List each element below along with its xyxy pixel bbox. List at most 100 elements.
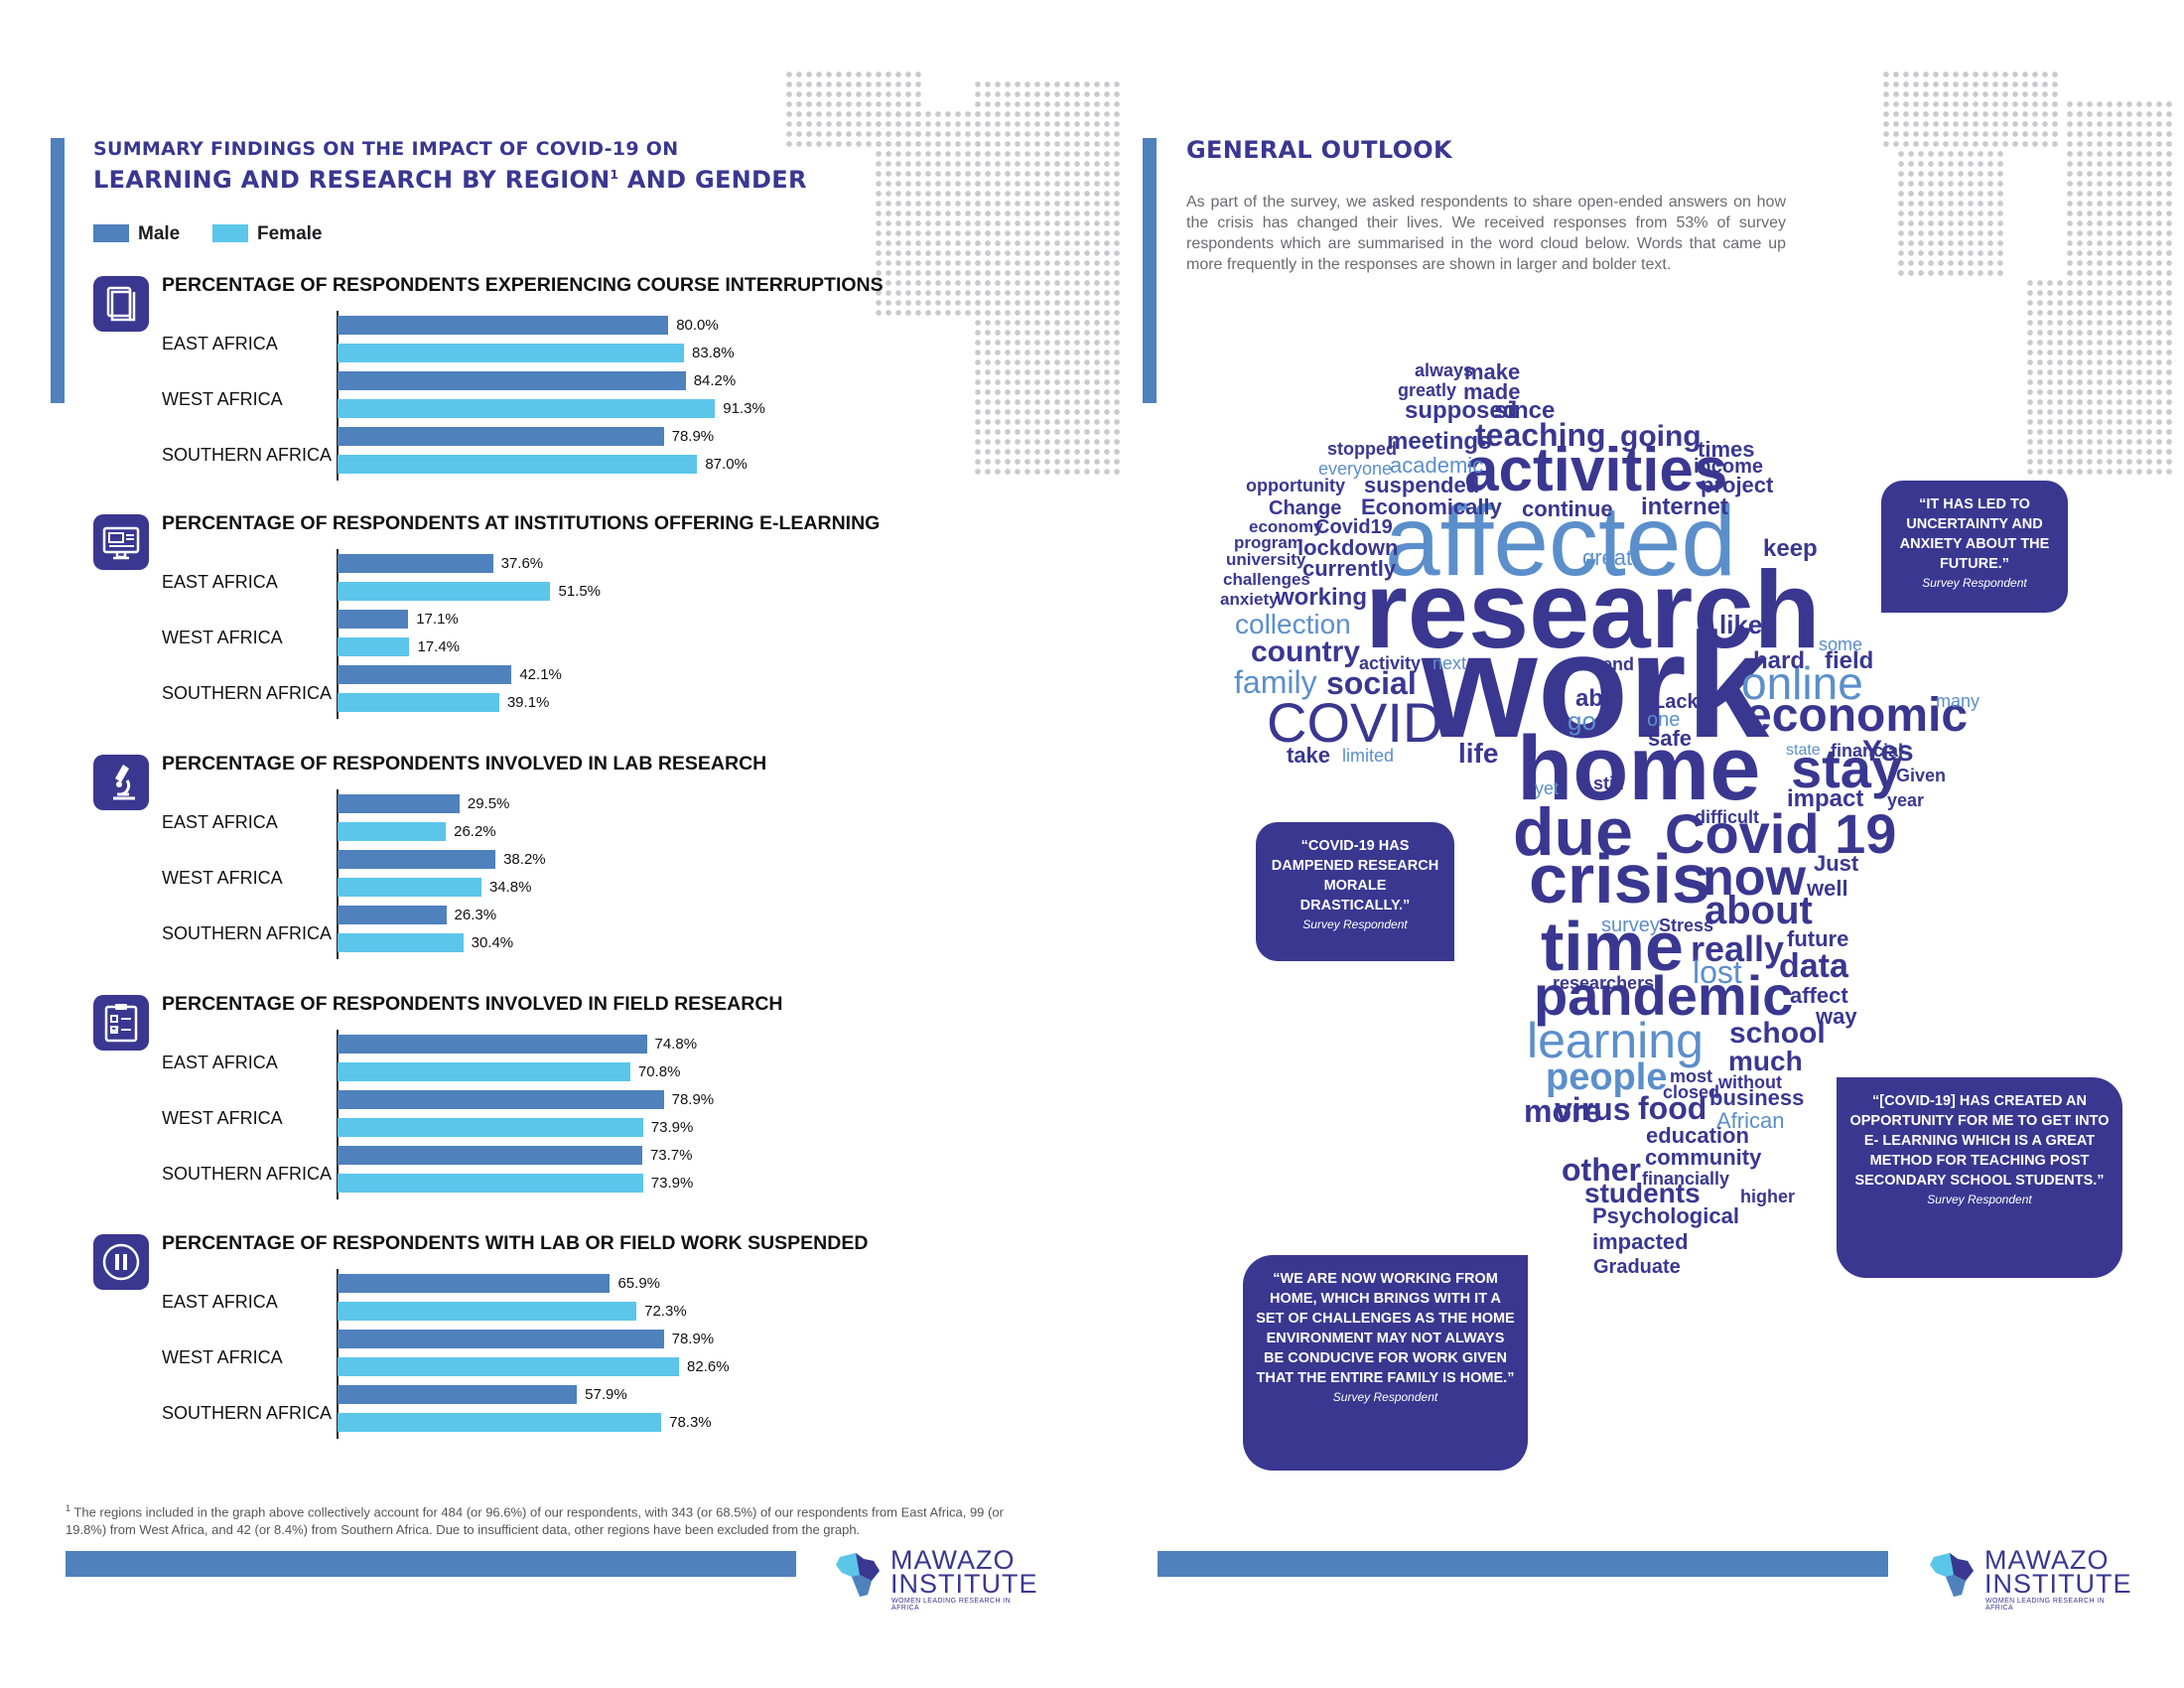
logo-tagline: WOMEN LEADING RESEARCH IN AFRICA	[891, 1598, 1012, 1612]
region-label: SOUTHERN AFRICA	[162, 445, 333, 465]
chart-axis	[337, 1269, 339, 1439]
world-map-dots-decoration	[973, 79, 1122, 477]
word-cloud-word: supposed	[1405, 397, 1518, 424]
word-cloud-word: business	[1709, 1085, 1805, 1110]
word-cloud-word: Covid 19	[1665, 802, 1897, 865]
footnote-marker: 1	[610, 168, 619, 182]
word-cloud-word: home	[1517, 718, 1761, 819]
word-cloud-word: people	[1546, 1056, 1668, 1098]
word-cloud-word: food	[1638, 1090, 1707, 1126]
region-label: WEST AFRICA	[162, 868, 283, 888]
word-cloud-word: community	[1645, 1145, 1762, 1170]
bar-female	[338, 637, 410, 656]
bar-male	[338, 665, 512, 684]
footer-bar-left	[66, 1551, 796, 1577]
data-label: 37.6%	[500, 555, 544, 572]
data-label: 17.4%	[417, 638, 461, 655]
word-cloud-word: due	[1513, 794, 1633, 870]
word-cloud-word: make	[1464, 359, 1521, 384]
word-cloud-word: other	[1562, 1152, 1641, 1188]
word-cloud-word: keep	[1763, 535, 1818, 562]
word-cloud-word: Graduate	[1593, 1256, 1681, 1278]
word-cloud-word: go	[1568, 706, 1596, 736]
legend-label-female: Female	[257, 223, 323, 244]
data-label: 30.4%	[471, 934, 514, 951]
logo-tagline: WOMEN LEADING RESEARCH IN AFRICA	[1985, 1598, 2106, 1612]
quote-text: “WE ARE NOW WORKING FROM HOME, WHICH BRI…	[1256, 1271, 1515, 1386]
data-label: 38.2%	[503, 851, 546, 868]
word-cloud-word: Given	[1896, 766, 1947, 785]
quote-bubble: “WE ARE NOW WORKING FROM HOME, WHICH BRI…	[1243, 1255, 1528, 1471]
bar-male	[338, 1090, 664, 1109]
word-cloud-word: suspended	[1364, 473, 1480, 497]
data-label: 84.2%	[693, 372, 737, 389]
logo-text-line2: INSTITUTE	[890, 1569, 1038, 1599]
data-label: 57.9%	[585, 1386, 627, 1403]
word-cloud-word: stay	[1791, 737, 1903, 799]
bar-male	[338, 610, 409, 629]
word-cloud-word: still	[1593, 774, 1625, 793]
quote-attribution: Survey Respondent	[1332, 1390, 1438, 1404]
bar-female	[338, 1062, 630, 1081]
bar-male	[338, 1274, 611, 1293]
word-cloud-word: safe	[1648, 726, 1693, 751]
word-cloud-word: Psychological	[1592, 1203, 1739, 1228]
word-cloud-word: state	[1786, 742, 1821, 759]
word-cloud-word: most	[1670, 1066, 1713, 1086]
heading-text: AND GENDER	[618, 166, 807, 194]
word-cloud-word: hard	[1753, 647, 1806, 674]
data-label: 65.9%	[617, 1275, 661, 1292]
word-cloud-word: always	[1415, 360, 1474, 380]
data-label: 73.9%	[650, 1175, 694, 1192]
word-cloud-word: some	[1819, 634, 1863, 654]
word-cloud-word: yet	[1535, 778, 1560, 798]
data-label: 78.9%	[671, 1331, 715, 1347]
bar-male	[338, 906, 447, 924]
region-label: SOUTHERN AFRICA	[162, 923, 333, 943]
word-cloud-word: many	[1936, 691, 1980, 711]
data-label: 51.5%	[558, 583, 602, 600]
word-cloud-word: collection	[1235, 609, 1351, 639]
bar-male	[338, 1146, 642, 1165]
word-cloud-word: impact	[1787, 785, 1864, 812]
word-cloud-word: education	[1646, 1123, 1749, 1148]
chart-title: PERCENTAGE OF RESPONDENTS INVOLVED IN FI…	[162, 993, 783, 1015]
books-icon	[93, 276, 149, 332]
word-cloud-word: without	[1718, 1072, 1782, 1092]
word-cloud-word: work	[1422, 602, 1770, 769]
chart-title: PERCENTAGE OF RESPONDENTS EXPERIENCING C…	[162, 274, 884, 296]
data-label: 39.1%	[506, 694, 550, 711]
word-cloud-word: students	[1584, 1178, 1701, 1208]
word-cloud-word: field	[1825, 647, 1874, 674]
word-cloud-word: limited	[1342, 746, 1395, 766]
bar-female	[338, 1174, 643, 1193]
logo-text-line1: MAWAZO	[890, 1545, 1016, 1575]
footnote-marker: 1	[66, 1503, 71, 1513]
word-cloud-word: next	[1433, 653, 1467, 673]
word-cloud-word: income	[1694, 456, 1764, 478]
word-cloud-word: great	[1582, 545, 1633, 570]
word-cloud-word: since	[1494, 397, 1556, 424]
word-cloud-word: affect	[1790, 983, 1848, 1008]
bar-male	[338, 371, 686, 390]
word-cloud-word: data	[1779, 947, 1848, 985]
word-cloud-word: project	[1701, 473, 1774, 497]
word-cloud-word: about	[1705, 889, 1813, 932]
mawazo-logo: MAWAZO INSTITUTE WOMEN LEADING RESEARCH …	[1928, 1547, 2131, 1612]
data-label: 73.7%	[649, 1147, 693, 1164]
word-cloud-word: one	[1647, 709, 1681, 731]
footnote-text: The regions included in the graph above …	[66, 1504, 1004, 1538]
heading-accent-bar	[1143, 138, 1157, 403]
word-cloud-word: well	[1807, 876, 1848, 901]
word-cloud-word: African	[1716, 1108, 1785, 1133]
microscope-icon	[93, 755, 149, 810]
word-cloud-word: greatly	[1398, 380, 1457, 400]
word-cloud-word: like	[1719, 610, 1763, 639]
word-cloud-word: affected	[1385, 486, 1737, 597]
word-cloud-word: research	[1365, 549, 1821, 671]
word-cloud-word: really	[1691, 928, 1785, 969]
data-label: 73.9%	[650, 1119, 694, 1136]
word-cloud-word: country	[1251, 635, 1361, 668]
word-cloud-word: continue	[1522, 496, 1613, 521]
word-cloud-word: researchers	[1553, 973, 1655, 993]
